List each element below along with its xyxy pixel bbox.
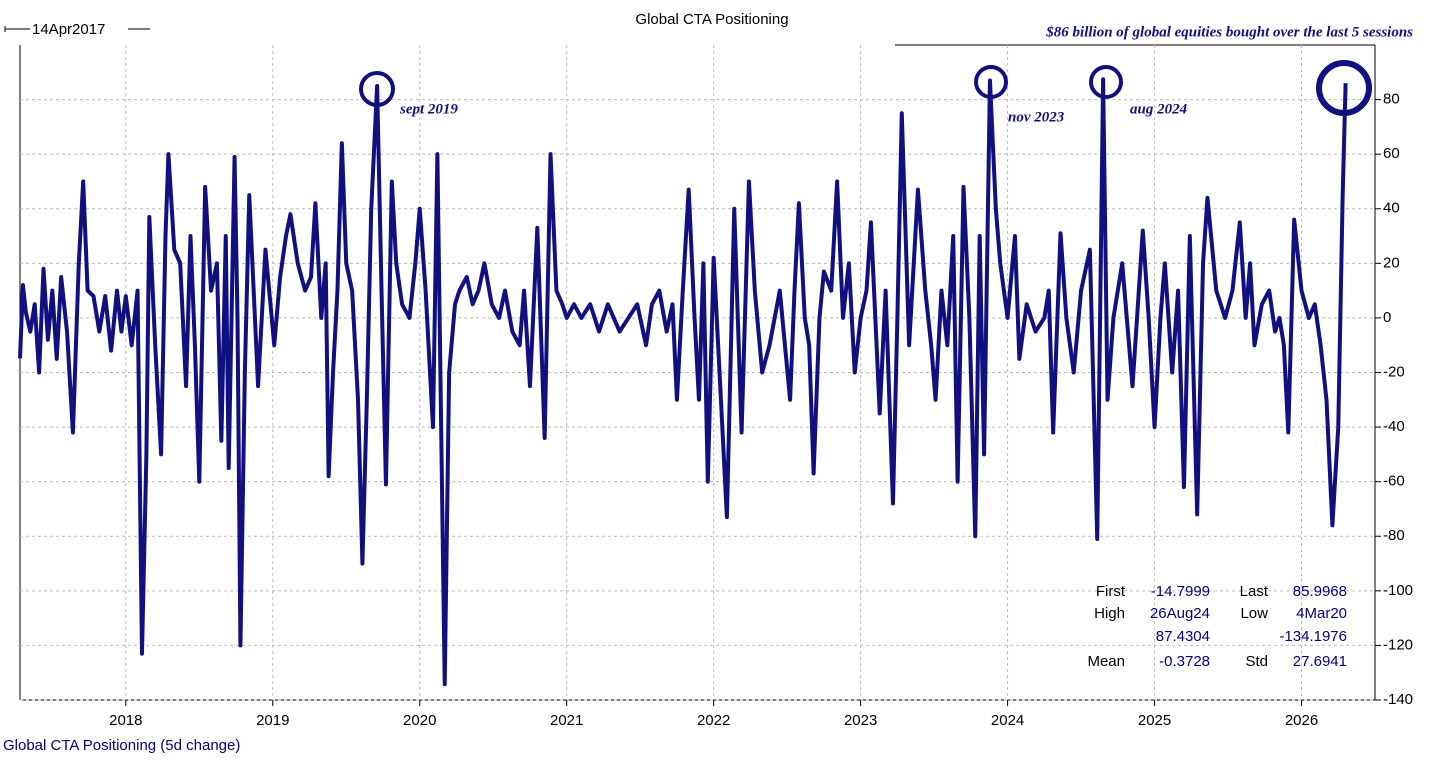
headline: $86 billion of global equities bought ov… [1045, 24, 1413, 40]
highlight-circle [1089, 65, 1123, 99]
stat-label: Last [1240, 583, 1269, 600]
x-tick-label: 2026 [1285, 712, 1318, 729]
y-tick-label: 0 [1383, 309, 1391, 326]
stat-value: 27.6941 [1293, 653, 1347, 670]
stat-value: -134.1976 [1279, 628, 1347, 645]
annotation: sept 2019 [399, 101, 458, 117]
chart-title: Global CTA Positioning [635, 11, 788, 28]
stat-value: -0.3728 [1159, 653, 1210, 670]
y-tick-label: 20 [1383, 254, 1400, 271]
highlight-circle [1316, 60, 1372, 116]
x-tick-label: 2025 [1138, 712, 1171, 729]
legend-entry: Global CTA Positioning (5d change) [3, 737, 240, 754]
stat-label: High [1094, 605, 1125, 622]
y-tick-label: -20 [1383, 363, 1405, 380]
x-tick-label: 2019 [256, 712, 289, 729]
stat-value: -14.7999 [1151, 583, 1210, 600]
y-tick-label: -60 [1383, 473, 1405, 490]
highlight-circles [359, 60, 1372, 116]
stat-label: Low [1240, 605, 1268, 622]
stat-value: 4Mar20 [1296, 605, 1347, 622]
y-tick-label: -120 [1383, 636, 1413, 653]
start-date: 14Apr2017 [32, 21, 105, 38]
x-tick-label: 2020 [403, 712, 436, 729]
stat-value: 85.9968 [1293, 583, 1347, 600]
stat-label: Std [1245, 653, 1268, 670]
annotation: aug 2024 [1130, 101, 1188, 117]
stat-label: Mean [1087, 653, 1125, 670]
x-tick-label: 2022 [697, 712, 730, 729]
y-tick-label: 40 [1383, 200, 1400, 217]
annotation: nov 2023 [1008, 109, 1065, 125]
y-tick-label: -100 [1383, 582, 1413, 599]
y-tick-label: 80 [1383, 91, 1400, 108]
data-line [18, 77, 1348, 687]
x-tick-label: 2021 [550, 712, 583, 729]
y-tick-label: -80 [1383, 527, 1405, 544]
plot: -140 -120 -100 -80 -60 -40 -20 0 20 40 60 80 2018 201… [18, 45, 1413, 729]
highlight-circle [974, 65, 1008, 99]
highlight-circle [359, 71, 395, 107]
x-tick-label: 2018 [109, 712, 142, 729]
stat-label: First [1096, 583, 1126, 600]
x-tick-label: 2023 [844, 712, 877, 729]
stats: First -14.7999 Last 85.9968 High 26Aug24… [1087, 583, 1347, 670]
x-tick-label: 2024 [991, 712, 1024, 729]
stat-value: 26Aug24 [1150, 605, 1210, 622]
y-tick-label: 60 [1383, 145, 1400, 162]
y-tick-label: -40 [1383, 418, 1405, 435]
stat-value: 87.4304 [1156, 628, 1210, 645]
y-tick-label: -140 [1383, 691, 1413, 708]
